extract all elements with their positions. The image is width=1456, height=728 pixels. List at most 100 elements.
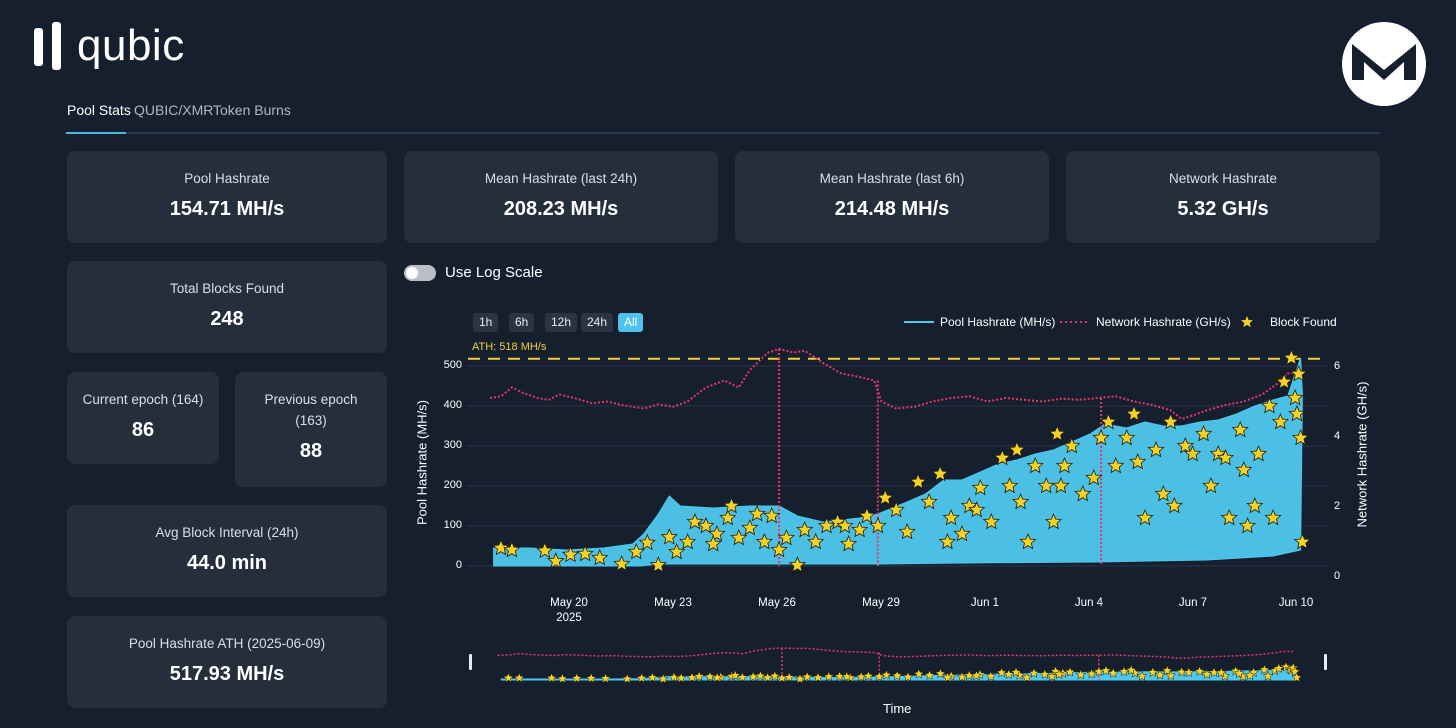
range-6h-button[interactable]: 6h <box>509 313 535 332</box>
legend-network-label: Network Hashrate (GH/s) <box>1096 315 1231 329</box>
block-found-star <box>851 520 869 538</box>
legend-network[interactable]: Network Hashrate (GH/s) <box>1060 315 1231 329</box>
block-found-star <box>993 448 1011 466</box>
navigator-block-star <box>646 672 658 683</box>
block-found-star <box>968 500 986 518</box>
navigator-block-star <box>769 670 781 681</box>
navigator-block-star <box>600 672 612 684</box>
block-found-star <box>909 472 927 490</box>
navigator-left-handle[interactable] <box>469 654 472 670</box>
y-tick-left: 400 <box>443 399 462 411</box>
navigator-block-star <box>823 671 835 682</box>
range-navigator[interactable] <box>476 640 1322 686</box>
block-found-star <box>697 516 715 534</box>
block-found-star <box>1048 424 1066 442</box>
range-all-button[interactable]: All <box>618 313 644 332</box>
navigator-right-handle[interactable] <box>1324 654 1327 670</box>
block-found-star <box>1052 476 1070 494</box>
block-found-star <box>1019 532 1037 550</box>
block-found-star <box>1147 440 1165 458</box>
navigator-block-star <box>801 671 813 682</box>
block-found-star <box>788 556 806 573</box>
navigator-block-star <box>985 670 997 682</box>
legend-network-line-icon <box>1060 321 1090 323</box>
navigator-block-star <box>891 670 903 681</box>
block-found-star <box>1176 436 1194 454</box>
y-axis-right-title: Network Hashrate (GH/s) <box>1354 381 1370 528</box>
network-hashrate-line <box>489 347 1301 421</box>
navigator-block-star <box>873 671 885 682</box>
navigator-block-star <box>1233 667 1245 679</box>
navigator-block-star <box>754 670 766 681</box>
legend-pool[interactable]: Pool Hashrate (MH/s) <box>904 315 1055 329</box>
block-found-star <box>876 488 894 506</box>
block-found-star <box>982 512 1000 530</box>
block-found-star <box>722 496 741 514</box>
range-24h-button[interactable]: 24h <box>581 313 614 332</box>
block-found-star <box>1037 476 1055 494</box>
block-found-star <box>719 508 737 526</box>
block-found-star <box>763 506 781 524</box>
navigator-block-star <box>736 671 748 682</box>
y-tick-right: 0 <box>1334 570 1341 582</box>
block-found-star <box>770 540 788 558</box>
app-name: qubic <box>77 21 185 70</box>
tab-bar: Pool Stats QUBIC/XMR Token Burns <box>66 96 1380 134</box>
mean-6h-label: Mean Hashrate (last 6h) <box>819 171 965 186</box>
log-scale-toggle[interactable] <box>404 265 436 281</box>
block-found-star <box>1063 436 1081 454</box>
y-axis-left-title: Pool Hashrate (MH/s) <box>414 400 430 525</box>
current-epoch-card: Current epoch (164) 86 <box>67 372 219 464</box>
block-found-star <box>741 518 759 536</box>
x-tick: Jun 10 <box>1278 597 1314 609</box>
navigator-block-star <box>1289 665 1301 677</box>
block-found-star <box>561 545 580 563</box>
ath-label: ATH: 518 MH/s <box>472 341 547 353</box>
block-found-star <box>627 542 645 560</box>
pool-hashrate-value: 154.71 MH/s <box>169 198 285 220</box>
tab-token-burns[interactable]: Token Burns <box>213 102 291 118</box>
block-found-star <box>1125 404 1143 422</box>
pool-hashrate-area <box>493 357 1303 567</box>
block-found-star <box>1074 484 1092 502</box>
legend-block[interactable]: Block Found <box>1240 315 1337 329</box>
range-12h-button[interactable]: 12h <box>545 313 578 332</box>
range-1h-button[interactable]: 1h <box>473 313 499 332</box>
block-found-star <box>1184 444 1202 462</box>
legend-pool-line-icon <box>904 321 934 323</box>
hashrate-chart[interactable] <box>468 344 1328 584</box>
navigator-block-star <box>934 668 946 679</box>
block-found-star <box>1275 372 1293 390</box>
navigator-block-star <box>880 669 892 680</box>
block-found-star <box>1085 468 1103 486</box>
navigator-block-star <box>546 672 558 683</box>
block-found-star <box>840 534 858 552</box>
x-tick: Jun 1 <box>970 597 1000 609</box>
legend-pool-label: Pool Hashrate (MH/s) <box>940 315 1056 329</box>
block-found-star <box>1264 508 1282 526</box>
mean-24h-value: 208.23 MH/s <box>503 198 619 220</box>
block-found-star <box>1107 456 1125 474</box>
block-found-star <box>547 552 565 569</box>
y-tick-left: 300 <box>443 439 462 451</box>
y-tick-right: 6 <box>1334 360 1341 372</box>
legend-block-label: Block Found <box>1270 315 1337 329</box>
pool-ath-card: Pool Hashrate ATH (2025-06-09) 517.93 MH… <box>67 616 387 708</box>
block-found-star <box>858 506 876 524</box>
block-found-star <box>1249 444 1268 462</box>
navigator-block-star <box>657 673 669 684</box>
block-found-star <box>1129 452 1147 470</box>
block-found-star <box>1216 448 1235 466</box>
mean-6h-value: 214.48 MH/s <box>834 198 950 220</box>
tab-qubic-xmr[interactable]: QUBIC/XMR <box>134 102 214 118</box>
navigator-block-star <box>1136 670 1148 681</box>
block-found-star <box>898 522 916 540</box>
previous-epoch-number: (163) <box>295 413 327 428</box>
total-blocks-card: Total Blocks Found 248 <box>67 261 387 353</box>
block-found-star <box>818 516 836 534</box>
avg-block-interval-card: Avg Block Interval (24h) 44.0 min <box>67 505 387 597</box>
tab-pool-stats[interactable]: Pool Stats <box>67 102 131 118</box>
x-tick: Jun 4 <box>1074 597 1104 609</box>
block-found-star <box>777 528 795 546</box>
block-found-star <box>755 532 773 550</box>
